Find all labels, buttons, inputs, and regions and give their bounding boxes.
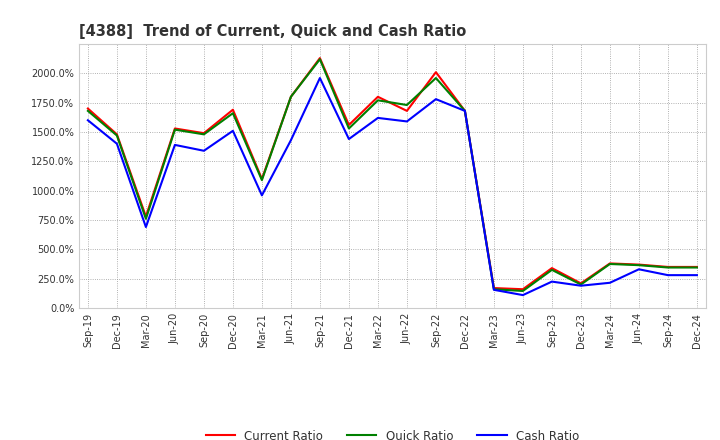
Quick Ratio — [518, 288, 527, 293]
Current Ratio — [606, 261, 614, 266]
Quick Ratio — [84, 108, 92, 114]
Quick Ratio — [490, 286, 498, 292]
Cash Ratio — [577, 283, 585, 288]
Cash Ratio — [490, 287, 498, 293]
Quick Ratio — [548, 267, 557, 272]
Cash Ratio — [431, 96, 440, 102]
Line: Cash Ratio: Cash Ratio — [88, 78, 697, 295]
Cash Ratio — [693, 272, 701, 278]
Quick Ratio — [664, 265, 672, 270]
Current Ratio — [664, 264, 672, 270]
Current Ratio — [258, 176, 266, 182]
Cash Ratio — [374, 115, 382, 121]
Current Ratio — [84, 106, 92, 111]
Current Ratio — [461, 108, 469, 114]
Line: Current Ratio: Current Ratio — [88, 58, 697, 289]
Current Ratio — [634, 262, 643, 267]
Current Ratio — [518, 286, 527, 292]
Quick Ratio — [112, 133, 121, 138]
Cash Ratio — [199, 148, 208, 154]
Quick Ratio — [287, 94, 295, 99]
Quick Ratio — [228, 110, 237, 116]
Current Ratio — [228, 107, 237, 112]
Cash Ratio — [258, 193, 266, 198]
Current Ratio — [374, 94, 382, 99]
Current Ratio — [112, 132, 121, 137]
Current Ratio — [199, 131, 208, 136]
Text: [4388]  Trend of Current, Quick and Cash Ratio: [4388] Trend of Current, Quick and Cash … — [79, 24, 467, 39]
Current Ratio — [577, 281, 585, 286]
Cash Ratio — [84, 117, 92, 123]
Line: Quick Ratio: Quick Ratio — [88, 59, 697, 291]
Quick Ratio — [374, 98, 382, 103]
Quick Ratio — [431, 75, 440, 81]
Cash Ratio — [287, 138, 295, 143]
Quick Ratio — [258, 177, 266, 183]
Cash Ratio — [518, 293, 527, 298]
Cash Ratio — [315, 75, 324, 81]
Cash Ratio — [112, 141, 121, 147]
Current Ratio — [142, 214, 150, 219]
Current Ratio — [431, 70, 440, 75]
Quick Ratio — [634, 263, 643, 268]
Current Ratio — [402, 108, 411, 114]
Legend: Current Ratio, Quick Ratio, Cash Ratio: Current Ratio, Quick Ratio, Cash Ratio — [201, 425, 584, 440]
Cash Ratio — [345, 136, 354, 142]
Quick Ratio — [171, 127, 179, 132]
Cash Ratio — [606, 280, 614, 286]
Cash Ratio — [228, 128, 237, 133]
Quick Ratio — [461, 108, 469, 114]
Current Ratio — [490, 286, 498, 291]
Current Ratio — [693, 264, 701, 270]
Cash Ratio — [664, 272, 672, 278]
Current Ratio — [345, 122, 354, 128]
Quick Ratio — [142, 216, 150, 221]
Current Ratio — [171, 126, 179, 131]
Quick Ratio — [577, 282, 585, 287]
Cash Ratio — [634, 267, 643, 272]
Current Ratio — [315, 55, 324, 61]
Cash Ratio — [548, 279, 557, 284]
Current Ratio — [287, 94, 295, 99]
Quick Ratio — [199, 132, 208, 137]
Quick Ratio — [315, 57, 324, 62]
Quick Ratio — [402, 103, 411, 108]
Cash Ratio — [171, 142, 179, 147]
Quick Ratio — [606, 261, 614, 267]
Quick Ratio — [693, 265, 701, 270]
Cash Ratio — [402, 119, 411, 124]
Current Ratio — [548, 265, 557, 271]
Cash Ratio — [142, 224, 150, 230]
Quick Ratio — [345, 126, 354, 131]
Cash Ratio — [461, 108, 469, 114]
